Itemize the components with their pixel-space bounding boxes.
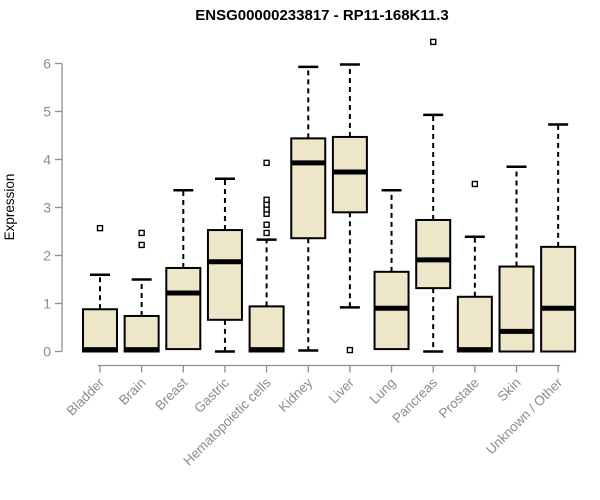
box <box>331 135 368 214</box>
x-tick-label: Prostate <box>436 375 482 421</box>
box <box>540 245 577 353</box>
y-tick-label: 4 <box>43 152 51 168</box>
x-tick-label: Brain <box>116 375 149 408</box>
box <box>123 314 160 353</box>
outlier-point <box>138 241 145 249</box>
box <box>456 295 493 353</box>
outlier-point <box>263 159 270 167</box>
x-tick-label: Bladder <box>64 375 108 419</box>
outlier-point <box>263 196 270 204</box>
outlier-point <box>471 180 479 188</box>
x-tick-label: Lung <box>367 375 399 407</box>
y-tick-label: 2 <box>43 248 51 264</box>
x-tick-label: Skin <box>494 375 523 404</box>
y-tick-label: 6 <box>43 56 51 72</box>
y-tick-label: 3 <box>43 200 51 216</box>
x-tick-label: Kidney <box>276 375 316 415</box>
y-tick-label: 1 <box>43 296 51 312</box>
x-tick-label: Unknown / Other <box>483 375 566 458</box>
box <box>498 265 535 353</box>
chart-title: ENSG00000233817 - RP11-168K11.3 <box>195 7 449 24</box>
outlier-point <box>96 224 104 232</box>
outlier-point <box>430 38 437 46</box>
outlier-point <box>346 346 354 354</box>
box <box>415 218 452 290</box>
box <box>165 266 202 351</box>
box <box>248 305 285 353</box>
y-tick-label: 0 <box>43 344 51 360</box>
x-tick-label: Pancreas <box>389 375 440 426</box>
box <box>206 229 243 321</box>
outlier-point <box>138 229 145 237</box>
x-tick-label: Liver <box>326 375 358 407</box>
y-axis-title: Expression <box>2 174 17 241</box>
x-tick-label: Gastric <box>191 375 232 416</box>
outlier-point <box>263 221 270 228</box>
outlier-point <box>263 229 270 237</box>
box <box>82 308 118 353</box>
box <box>290 137 327 240</box>
x-tick-label: Breast <box>152 375 190 413</box>
y-tick-label: 5 <box>43 104 51 120</box>
